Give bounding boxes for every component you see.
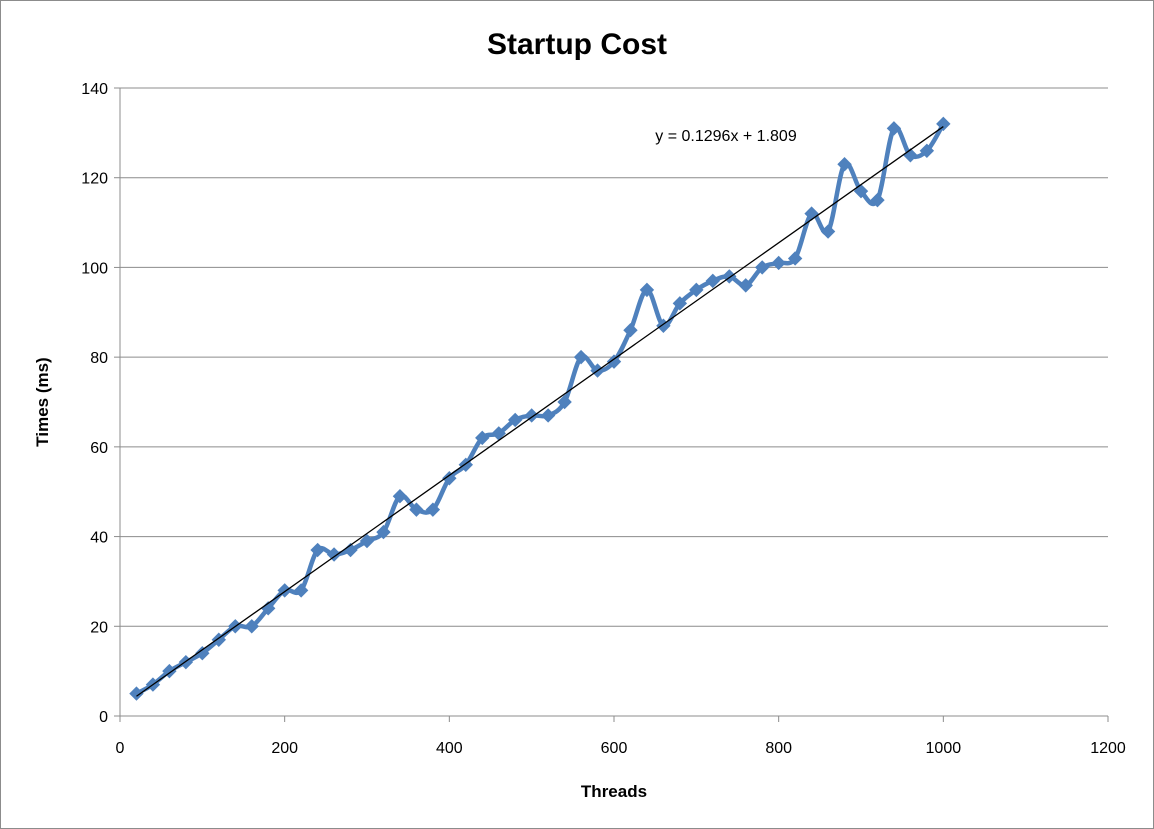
x-tick-label: 600 (601, 740, 628, 757)
series-line (134, 121, 946, 696)
y-tick-label: 100 (81, 260, 108, 277)
y-tick-label: 60 (90, 440, 108, 457)
data-point (672, 296, 688, 311)
data-point (639, 282, 655, 298)
data-point (886, 121, 902, 136)
data-point (359, 533, 375, 549)
axes (114, 87, 1109, 722)
data-point (557, 394, 572, 410)
data-point (293, 583, 309, 598)
data-point (244, 619, 259, 634)
trendline (136, 126, 944, 697)
trendline-layer (136, 126, 944, 697)
y-tick-labels: 0 20 40 60 80 100 120 140 (81, 81, 108, 726)
y-tick-label: 20 (90, 619, 108, 636)
data-point (705, 273, 721, 289)
data-point (475, 430, 490, 446)
data-point (409, 502, 424, 517)
y-axis-label: Times (ms) (33, 357, 52, 446)
data-point (392, 488, 408, 504)
data-point (787, 251, 803, 266)
data-point (754, 260, 770, 275)
data-point (853, 183, 869, 199)
data-point (425, 502, 441, 517)
x-tick-label: 200 (271, 740, 298, 757)
chart-title: Startup Cost (487, 28, 667, 61)
x-tick-label: 1200 (1090, 740, 1126, 757)
data-point (326, 547, 342, 562)
x-tick-label: 1000 (926, 740, 962, 757)
trendline-equation: y = 0.1296x + 1.809 (655, 128, 797, 145)
data-point (837, 157, 852, 172)
data-point (689, 282, 704, 298)
data-point (129, 686, 144, 701)
y-tick-label: 40 (90, 530, 108, 547)
data-point (771, 255, 786, 271)
y-tick-label: 140 (81, 81, 108, 98)
data-point (507, 412, 523, 428)
x-axis-label: Threads (581, 782, 647, 801)
y-tick-label: 0 (99, 709, 108, 726)
y-tick-label: 120 (81, 171, 108, 188)
x-tick-label: 800 (765, 740, 792, 757)
data-point (606, 354, 622, 369)
data-point (623, 323, 638, 338)
data-point (376, 524, 391, 540)
data-point (162, 663, 177, 679)
data-point (195, 645, 210, 661)
y-tick-label: 80 (90, 350, 108, 367)
data-point (820, 224, 836, 239)
data-point (442, 471, 457, 486)
data-point (573, 349, 589, 365)
x-tick-labels: 0 200 400 600 800 1000 1200 (116, 740, 1126, 757)
data-point (738, 278, 753, 293)
data-point (870, 192, 885, 208)
data-point (310, 542, 325, 558)
x-tick-label: 400 (436, 740, 463, 757)
data-point (524, 408, 539, 423)
gridlines (120, 87, 1108, 627)
data-point (936, 116, 951, 132)
x-tick-label: 0 (116, 740, 125, 757)
data-point (919, 143, 935, 159)
data-point (540, 408, 556, 423)
series-layer (129, 116, 951, 701)
